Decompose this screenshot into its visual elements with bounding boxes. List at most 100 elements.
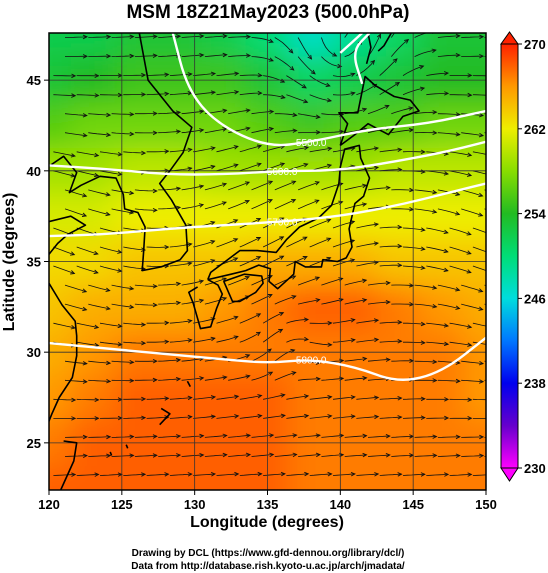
streamline: [356, 167, 379, 172]
streamline: [193, 147, 215, 153]
streamline: [437, 284, 460, 291]
field-cell: [245, 329, 291, 376]
streamline: [332, 73, 355, 78]
streamline: [251, 454, 274, 457]
streamline-arrow: [106, 360, 112, 366]
streamline-arrow: [117, 268, 123, 273]
streamline: [158, 454, 181, 457]
streamline-arrow: [490, 233, 494, 236]
streamline: [53, 94, 76, 97]
field-cell: [420, 466, 466, 490]
streamline-arrow: [420, 340, 426, 345]
streamline: [228, 55, 250, 57]
field-cell: [70, 329, 116, 376]
streamline-arrow: [141, 150, 147, 156]
streamline: [391, 454, 414, 457]
streamline-arrow: [432, 378, 438, 383]
streamline-arrow: [374, 395, 380, 400]
streamline: [437, 132, 460, 136]
streamline-arrow: [268, 57, 274, 62]
streamline: [111, 436, 134, 438]
streamline-arrow: [491, 417, 495, 421]
streamline-arrow: [491, 398, 495, 402]
streamline-arrow: [210, 240, 216, 245]
streamline-arrow: [444, 91, 450, 96]
field-cell: [201, 420, 247, 468]
streamline-arrow: [279, 162, 286, 167]
streamline-arrow: [199, 52, 205, 58]
streamline-arrow: [210, 221, 216, 226]
streamline: [134, 303, 157, 306]
streamline-arrow: [210, 90, 217, 95]
streamline: [332, 473, 355, 476]
streamline-arrow: [176, 453, 182, 458]
streamline-arrow: [373, 146, 380, 151]
streamline: [274, 56, 294, 71]
streamline-arrow: [432, 285, 438, 290]
streamline-arrow: [187, 261, 193, 266]
field-cell: [289, 466, 335, 490]
streamline: [309, 341, 332, 346]
streamline-arrow: [303, 145, 310, 151]
streamline: [379, 340, 402, 343]
streamline-arrow: [467, 73, 473, 78]
streamline-arrow: [420, 227, 426, 232]
streamline: [332, 396, 355, 400]
coastlines: [49, 33, 420, 490]
streamline: [251, 128, 274, 134]
streamline-arrow: [478, 288, 484, 293]
streamline-arrow: [420, 246, 426, 251]
streamline: [134, 189, 157, 192]
field-cell: [49, 329, 72, 376]
streamline: [169, 416, 192, 419]
streamline-arrow: [256, 162, 262, 167]
streamline-arrow: [187, 395, 193, 401]
streamline: [437, 455, 460, 457]
plot-area: 5500.0 5600.0 5700.0 5800.0: [49, 33, 495, 490]
streamline-arrow: [291, 371, 297, 376]
streamline-arrow: [373, 318, 380, 323]
streamline: [53, 170, 75, 177]
streamline-arrow: [269, 433, 275, 438]
streamline: [181, 377, 204, 381]
streamline-arrow: [245, 433, 252, 438]
streamline: [158, 378, 181, 381]
streamline: [193, 396, 216, 400]
streamline: [321, 37, 337, 57]
streamline-arrow: [444, 472, 450, 477]
streamline: [263, 415, 285, 419]
streamline-arrow: [257, 413, 263, 419]
streamline: [274, 454, 297, 457]
streamline-arrow: [302, 256, 308, 261]
streamline-arrow: [82, 434, 88, 440]
streamline-arrow: [350, 338, 356, 343]
streamline-arrow: [152, 53, 158, 58]
coastline: [207, 144, 371, 290]
streamline-arrow: [164, 396, 170, 401]
streamline: [461, 132, 484, 136]
streamline-arrow: [420, 321, 426, 327]
streamline: [356, 223, 379, 229]
streamline: [134, 435, 157, 438]
streamline-arrow: [397, 243, 403, 249]
streamline: [437, 35, 460, 38]
streamline-arrow: [350, 471, 356, 477]
streamline: [367, 282, 390, 286]
streamline: [64, 455, 87, 457]
streamline-arrow: [420, 472, 426, 477]
streamline: [379, 473, 402, 476]
streamline-arrow: [70, 270, 76, 275]
streamline-arrow: [245, 108, 251, 113]
streamline: [239, 74, 262, 76]
streamline-arrow: [292, 452, 298, 458]
streamline: [379, 321, 402, 324]
streamline: [286, 319, 309, 324]
streamline: [193, 318, 215, 324]
streamline: [367, 105, 389, 115]
coastline: [365, 33, 372, 65]
streamline: [76, 170, 99, 177]
streamline-arrow: [327, 471, 333, 477]
streamline: [169, 320, 192, 324]
streamline: [297, 37, 312, 60]
streamline-arrow: [269, 109, 275, 114]
